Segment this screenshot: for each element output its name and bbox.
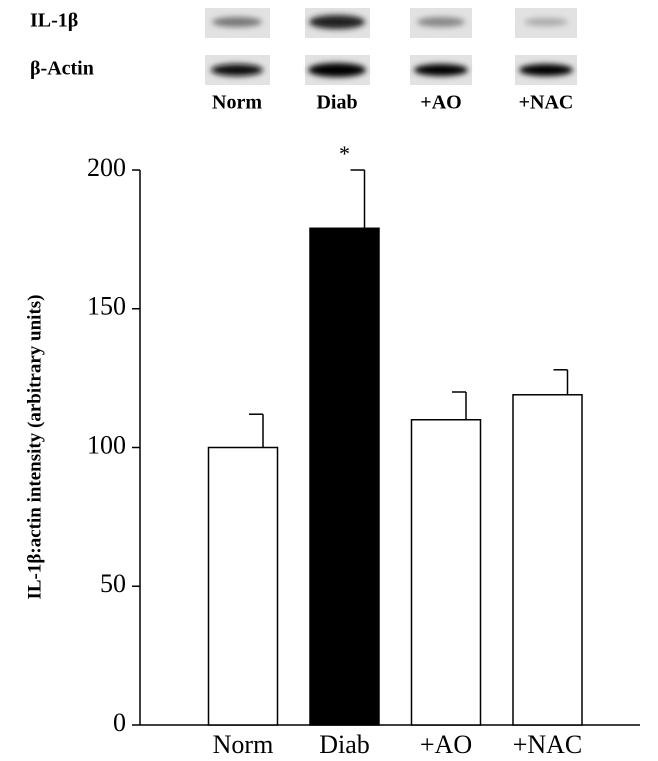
blot-bands [205, 8, 577, 85]
bar [412, 420, 481, 725]
y-axis-label: IL-1β:actin intensity (arbitrary units) [24, 294, 45, 599]
x-tick-label: +NAC [513, 730, 583, 759]
y-tick-label: 100 [87, 430, 126, 459]
blot-lane-label: +AO [420, 92, 461, 114]
figure: IL-1β β-Actin Norm Diab +AO +NAC IL-1β:a… [0, 0, 658, 761]
y-tick-label: 0 [113, 708, 126, 737]
blot-lane-label: Norm [212, 92, 262, 114]
x-tick-label: Norm [213, 730, 274, 759]
annotation: * [339, 141, 350, 166]
bar [513, 395, 582, 725]
x-tick-label: Diab [319, 730, 370, 759]
blot-row-label: β-Actin [30, 58, 94, 80]
blot-row-label: IL-1β [30, 10, 78, 32]
y-tick-label: 150 [87, 292, 126, 321]
y-tick-label: 50 [100, 569, 126, 598]
blot-lane-label: Diab [316, 92, 357, 114]
x-tick-label: +AO [420, 730, 472, 759]
bar [209, 448, 278, 726]
bar [310, 228, 379, 725]
blot-panel: IL-1β β-Actin Norm Diab +AO +NAC [30, 8, 577, 114]
blot-lane-label: +NAC [519, 92, 574, 114]
y-tick-label: 200 [87, 153, 126, 182]
